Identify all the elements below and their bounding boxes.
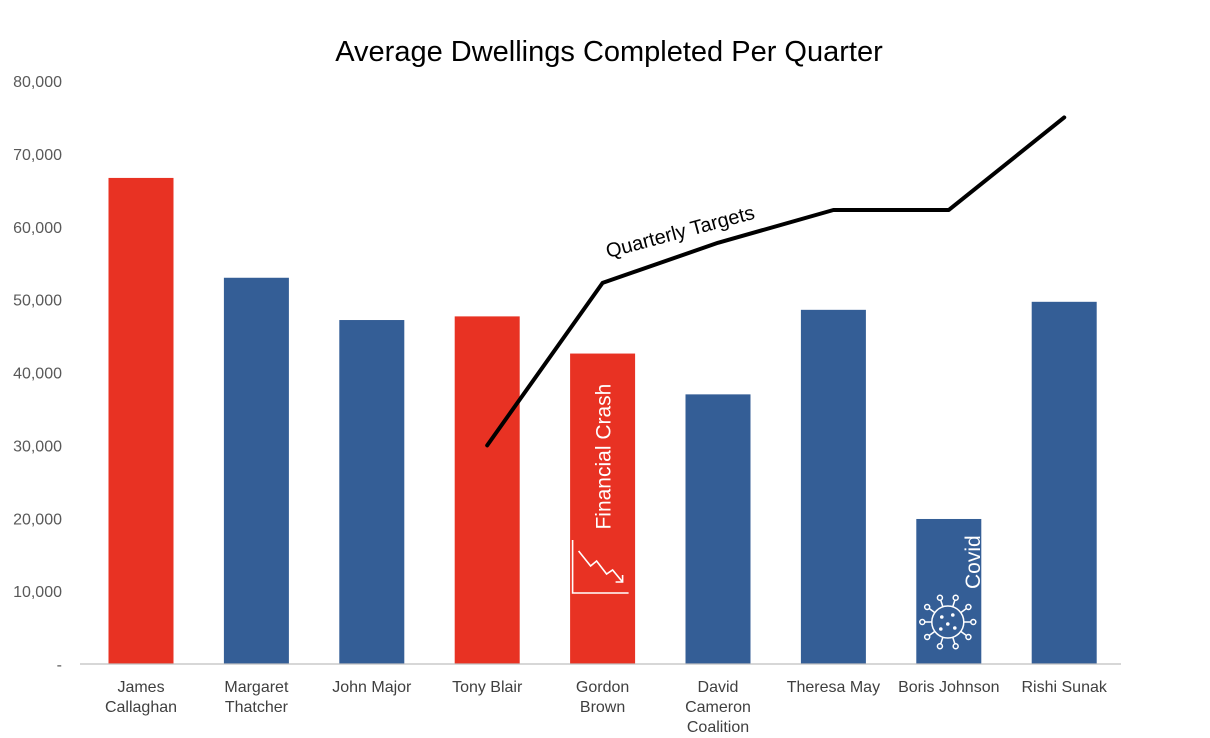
x-axis: James Callaghan Margaret Thatcher John Major… [105,679,1108,736]
y-tick-label: 80,000 [13,74,62,91]
x-tick-label: Boris Johnson [898,679,999,696]
y-tick-label: 40,000 [13,366,62,383]
x-tick-label: Margaret Thatcher [224,679,289,716]
y-axis: - 10,000 20,000 30,000 40,000 50,000 60,000 70,… [13,74,62,674]
y-tick-label: 20,000 [13,511,62,528]
bar [685,394,751,664]
x-tick-label: John Major [332,679,412,696]
x-tick-label: Gordon Brown [576,679,629,716]
chart-title: Average Dwellings Completed Per Quarter [335,36,883,68]
quarterly-targets-label: Quarterly Targets [604,202,758,263]
bar [454,316,520,664]
y-tick-label: 70,000 [13,147,62,164]
annotation-financial-crash: Financial Crash [593,384,616,530]
x-tick-label: David Cameron Coalition [685,679,751,736]
y-tick-label: 30,000 [13,438,62,455]
y-tick-label: 50,000 [13,293,62,310]
bar [800,309,866,664]
bar [108,177,174,664]
x-tick-label: James Callaghan [105,679,177,716]
virus-icon [919,594,977,650]
bar [339,320,405,664]
x-tick-label: Theresa May [787,679,880,696]
x-tick-label: Tony Blair [452,679,523,696]
bar [1031,301,1097,664]
y-tick-label: 60,000 [13,220,62,237]
annotation-covid: Covid [962,535,985,589]
annotations: Financial Crash Covid [593,384,985,589]
declining-chart-icon [571,540,629,594]
x-tick-label: Rishi Sunak [1022,679,1108,696]
bars [108,177,1097,664]
annotation-icons [571,540,977,650]
y-tick-label: - [57,657,62,674]
bar [223,277,289,664]
quarterly-targets-line [485,115,1067,448]
bar [570,353,636,664]
y-tick-label: 10,000 [13,584,62,601]
